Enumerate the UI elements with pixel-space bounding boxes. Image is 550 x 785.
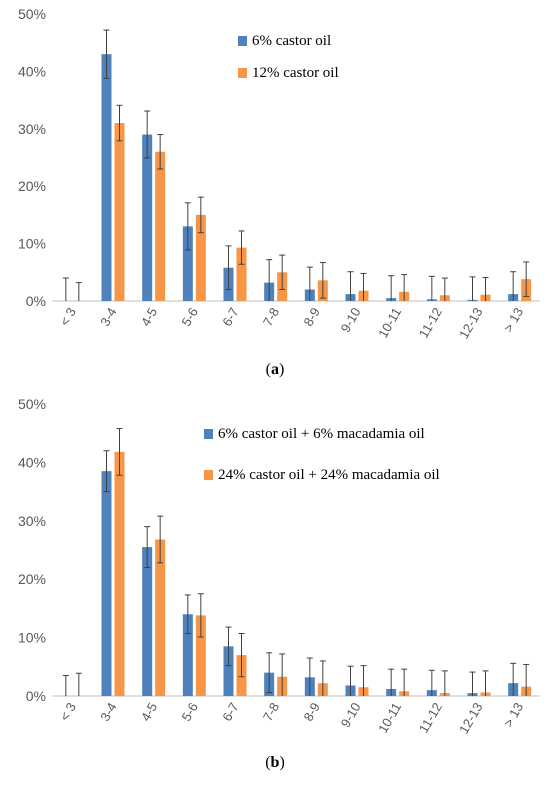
legend-label: 12% castor oil <box>252 65 339 81</box>
y-tick-label: 0% <box>26 688 46 704</box>
bar <box>142 134 153 301</box>
legend-swatch <box>204 470 213 480</box>
panel-label: b <box>271 754 280 771</box>
x-tick-label: > 13 <box>500 305 526 335</box>
panel-caption: (b) <box>265 754 285 771</box>
x-tick-label: 9-10 <box>338 305 364 335</box>
x-tick-label: 11-12 <box>416 305 445 340</box>
y-tick-label: 20% <box>18 571 46 587</box>
bar <box>101 54 112 302</box>
panel-label: a <box>271 361 279 378</box>
x-tick-label: 3-4 <box>97 700 119 724</box>
y-tick-label: 10% <box>18 236 46 252</box>
x-tick-label: 12-13 <box>456 700 486 736</box>
x-tick-label: 9-10 <box>338 700 364 730</box>
bar <box>114 451 125 696</box>
y-tick-label: 50% <box>18 6 46 22</box>
bar <box>155 539 166 696</box>
y-tick-label: 0% <box>26 293 46 309</box>
x-tick-label: 4-5 <box>138 305 160 329</box>
y-tick-label: 30% <box>18 513 46 529</box>
bar <box>101 471 112 696</box>
x-tick-label: 8-9 <box>301 305 323 329</box>
bar <box>182 614 193 696</box>
panel-caption: (a) <box>266 361 285 378</box>
chart-panel-b: 0% 10% 20% 30% 40% 50% < 3 3-4 4-5 5-6 6-7 7-8 8-9 9-… <box>0 392 550 785</box>
x-tick-label: < 3 <box>57 305 79 328</box>
x-tick-label: 3-4 <box>97 305 119 329</box>
x-tick-label: 8-9 <box>301 700 323 724</box>
legend-swatch <box>238 36 247 46</box>
x-tick-label: < 3 <box>57 700 79 723</box>
bar <box>223 646 234 696</box>
x-tick-label: 7-8 <box>260 305 282 329</box>
legend-label: 6% castor oil + 6% macadamia oil <box>218 426 425 442</box>
legend-label: 6% castor oil <box>252 33 331 49</box>
chart-a-svg: 0% 10% 20% 30% 40% 50% < 3 3-4 4-5 5-6 6-7 7-8 8-9 9-… <box>18 6 540 378</box>
x-tick-label: 10-11 <box>375 700 404 735</box>
x-tick-label: 7-8 <box>260 700 282 724</box>
legend-label: 24% castor oil + 24% macadamia oil <box>218 467 440 483</box>
bar <box>155 151 166 301</box>
legend-swatch <box>238 68 247 78</box>
x-tick-label: 5-6 <box>179 700 201 724</box>
x-tick-label: 6-7 <box>219 305 241 329</box>
y-tick-label: 40% <box>18 454 46 470</box>
y-tick-label: 50% <box>18 396 46 412</box>
x-tick-label: 6-7 <box>219 700 241 724</box>
x-tick-label: > 13 <box>500 700 526 730</box>
bar <box>195 615 206 696</box>
bar <box>114 123 125 301</box>
x-tick-label: 11-12 <box>416 700 445 735</box>
chart-b-svg: 0% 10% 20% 30% 40% 50% < 3 3-4 4-5 5-6 6-7 7-8 8-9 9-… <box>18 396 540 771</box>
bar <box>236 247 247 301</box>
bar <box>182 226 193 301</box>
x-tick-label: 12-13 <box>456 305 486 341</box>
chart-panel-a: 0% 10% 20% 30% 40% 50% < 3 3-4 4-5 5-6 6-7 7-8 8-9 9-… <box>0 0 550 392</box>
y-tick-label: 30% <box>18 121 46 137</box>
x-tick-label: 4-5 <box>138 700 160 724</box>
legend-swatch <box>204 429 213 439</box>
y-tick-label: 10% <box>18 630 46 646</box>
x-tick-label: 5-6 <box>179 305 201 329</box>
x-tick-label: 10-11 <box>375 305 404 340</box>
y-tick-label: 20% <box>18 178 46 194</box>
bar <box>195 214 206 301</box>
bar <box>142 547 153 696</box>
y-tick-label: 40% <box>18 63 46 79</box>
